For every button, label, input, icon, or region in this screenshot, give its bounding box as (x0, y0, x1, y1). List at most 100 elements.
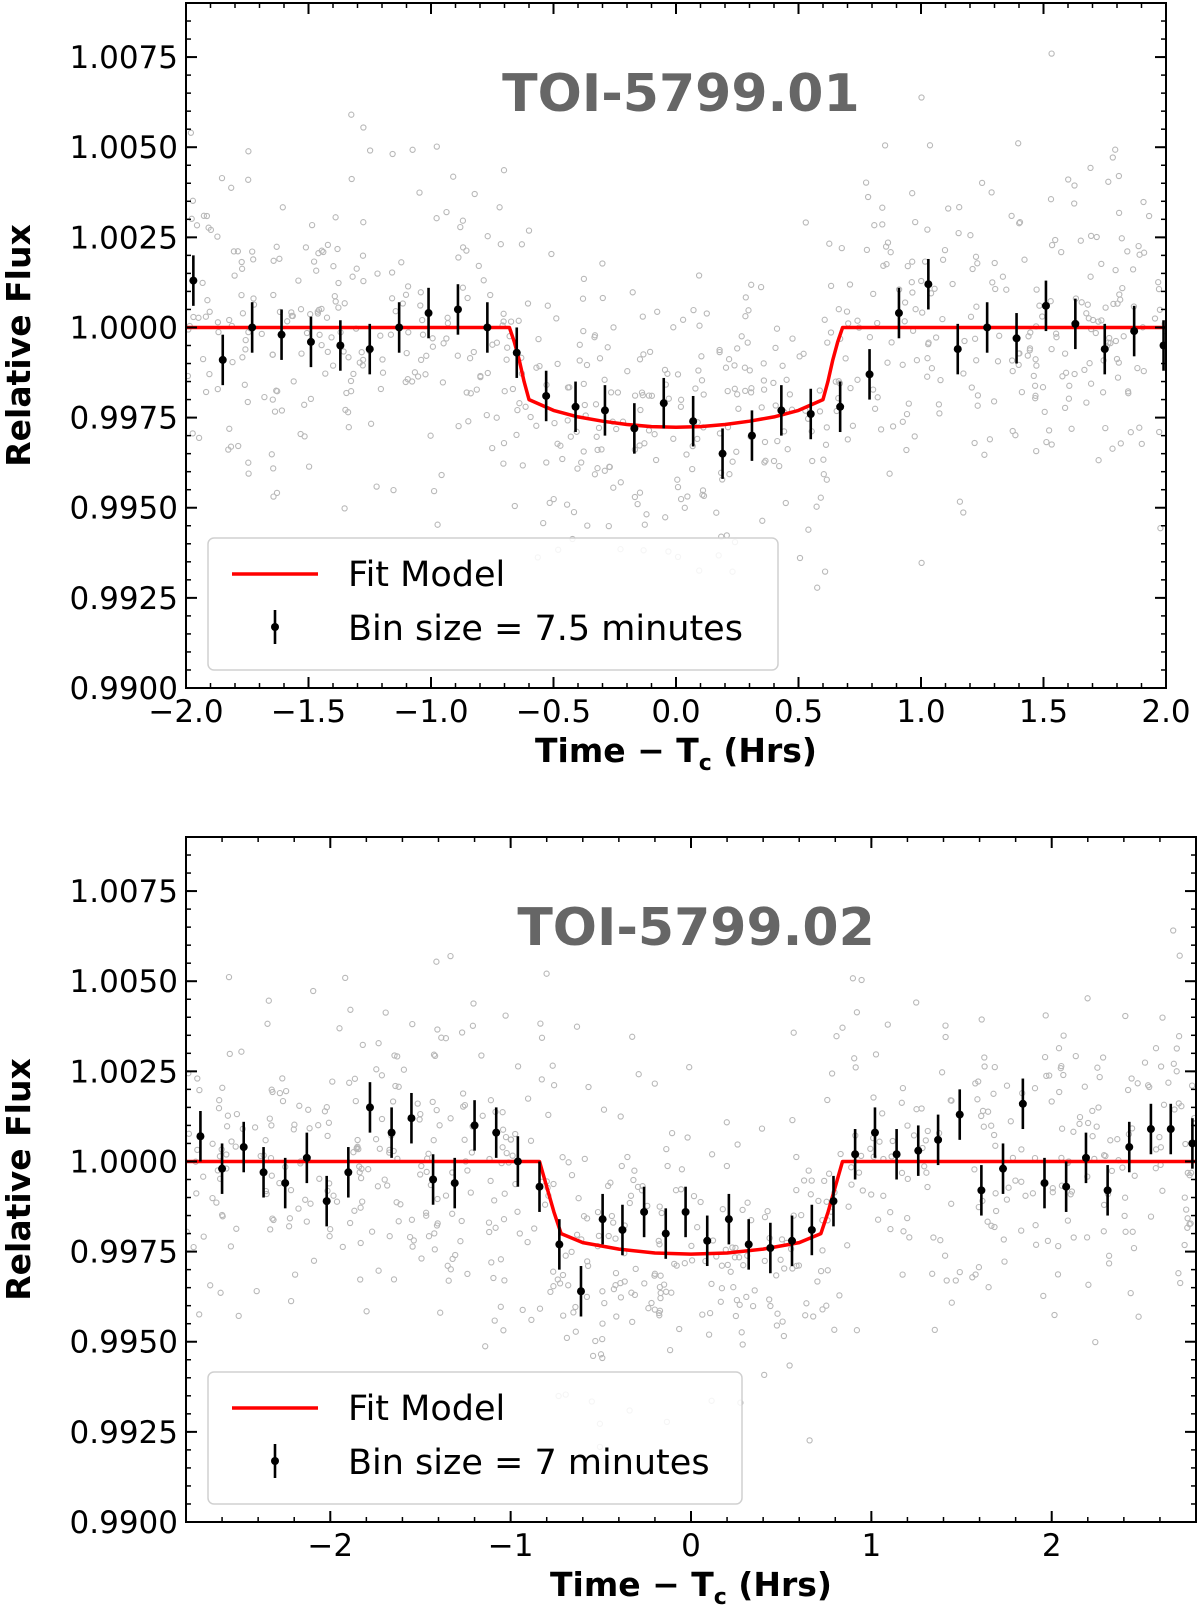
raw-point (500, 310, 507, 317)
raw-point (813, 503, 820, 510)
raw-point (1182, 1140, 1189, 1148)
raw-point (595, 424, 603, 432)
raw-point (207, 1282, 214, 1289)
raw-point (1119, 284, 1126, 292)
raw-point (291, 1271, 299, 1278)
raw-point (690, 306, 697, 314)
raw-point (540, 519, 547, 527)
raw-point (1071, 370, 1078, 378)
raw-point (866, 334, 874, 341)
raw-point (1067, 1191, 1074, 1198)
raw-point (624, 1153, 631, 1161)
raw-point (419, 316, 426, 324)
binned-point (689, 417, 698, 426)
raw-point (654, 308, 661, 315)
raw-point (802, 219, 809, 226)
raw-point (657, 1289, 664, 1297)
raw-point (549, 1062, 556, 1069)
raw-point (988, 1222, 995, 1229)
raw-point (1129, 1228, 1136, 1235)
raw-point (626, 1199, 633, 1207)
raw-point (708, 1280, 715, 1288)
raw-point (1058, 1125, 1066, 1132)
raw-point (442, 1035, 450, 1042)
raw-point (989, 279, 996, 286)
raw-point (886, 470, 893, 477)
raw-point (781, 1265, 788, 1272)
raw-point (1085, 315, 1092, 322)
raw-point (762, 457, 769, 464)
raw-point (1094, 1064, 1101, 1071)
raw-point (1099, 1054, 1107, 1061)
raw-point (789, 1116, 796, 1124)
raw-point (1114, 374, 1122, 381)
legend-model-label: Fit Model (348, 1389, 505, 1429)
raw-point (816, 408, 824, 415)
raw-point (330, 263, 337, 270)
raw-point (871, 222, 878, 229)
raw-point (433, 1222, 441, 1229)
raw-point (761, 1257, 768, 1265)
raw-point (375, 1267, 382, 1274)
raw-point (487, 291, 494, 299)
ticks (186, 836, 1197, 1523)
raw-point (282, 1087, 290, 1095)
binned-point (894, 309, 903, 318)
raw-point (439, 379, 447, 386)
raw-point (1055, 1242, 1062, 1250)
raw-point (823, 1302, 830, 1309)
raw-point (672, 1187, 680, 1194)
raw-point (612, 1235, 619, 1242)
raw-point (516, 1230, 523, 1237)
binned-point (277, 330, 286, 339)
raw-point (1041, 408, 1048, 416)
raw-point (627, 1192, 635, 1199)
raw-point (935, 401, 943, 408)
raw-point (1100, 1201, 1108, 1209)
raw-point (656, 1241, 663, 1248)
raw-point (335, 279, 342, 287)
raw-point (887, 1225, 894, 1233)
raw-point (1173, 1045, 1180, 1052)
raw-point (268, 1122, 275, 1129)
raw-point (580, 448, 587, 455)
raw-point (1113, 355, 1121, 363)
raw-point (1048, 1098, 1055, 1105)
raw-point (904, 262, 911, 270)
raw-point (229, 358, 236, 366)
raw-point (651, 1306, 658, 1313)
raw-point (760, 360, 767, 367)
raw-point (594, 446, 601, 454)
raw-point (580, 327, 587, 335)
raw-point (814, 584, 821, 591)
raw-point (1096, 1073, 1103, 1081)
raw-point (854, 376, 861, 383)
raw-point (1053, 334, 1060, 341)
raw-point (215, 1105, 223, 1112)
raw-point (740, 1262, 747, 1269)
raw-point (681, 1260, 688, 1267)
binned-point (1125, 1143, 1134, 1152)
raw-point (1072, 1052, 1079, 1060)
raw-point (478, 1052, 485, 1059)
raw-point (822, 441, 830, 448)
x-tick-label: −1.0 (393, 694, 468, 730)
raw-point (1100, 1228, 1107, 1235)
raw-point (805, 526, 812, 533)
raw-point (429, 343, 437, 350)
raw-point (601, 376, 608, 383)
raw-point (351, 1207, 358, 1214)
raw-point (242, 346, 249, 353)
raw-point (482, 1343, 489, 1350)
raw-point (845, 1203, 852, 1210)
raw-point (795, 1262, 803, 1269)
raw-point (504, 344, 511, 351)
raw-point (912, 218, 919, 226)
raw-point (475, 262, 482, 270)
raw-point (727, 1268, 734, 1275)
raw-point (251, 1124, 259, 1131)
raw-point (583, 361, 591, 369)
raw-point (655, 1309, 663, 1317)
raw-point (748, 385, 755, 392)
raw-point (656, 1203, 663, 1210)
